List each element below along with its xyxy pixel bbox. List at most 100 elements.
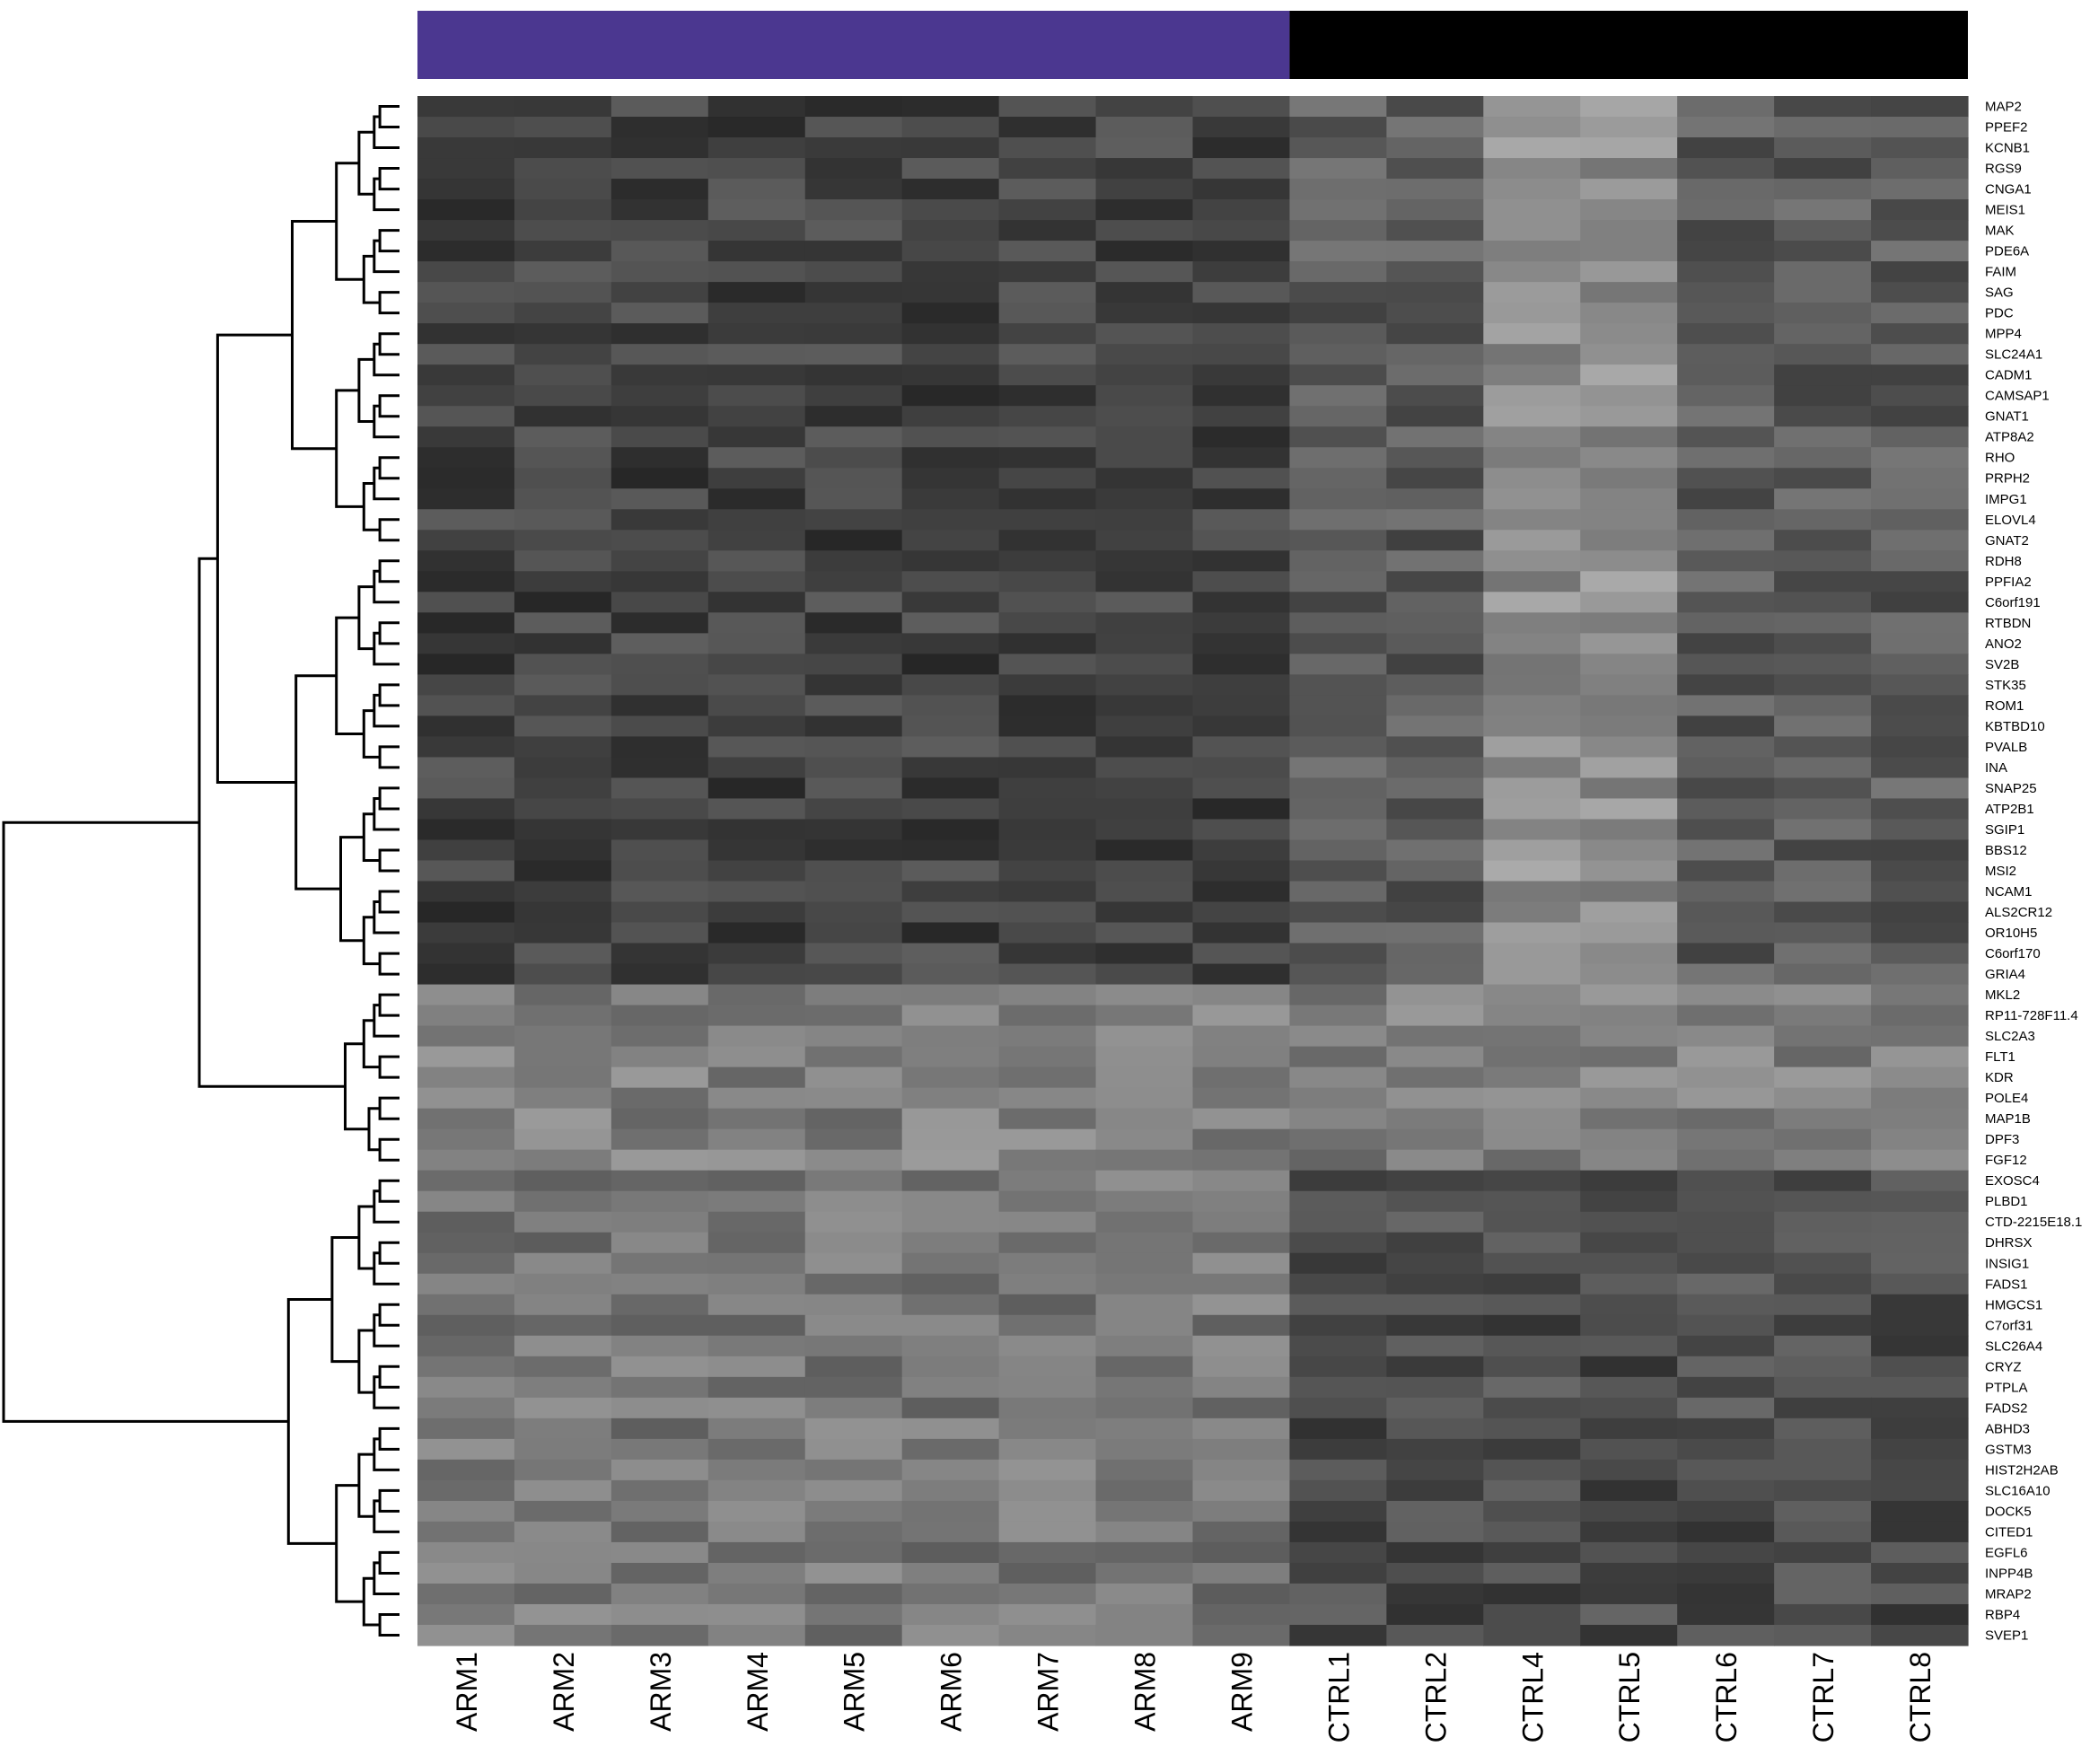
heatmap-cell: [1095, 1005, 1194, 1027]
heatmap-cell: [1580, 117, 1678, 138]
heatmap-cell: [707, 1438, 806, 1461]
heatmap-cell: [707, 137, 806, 159]
heatmap-cell: [804, 654, 903, 675]
dendrogram-branch: [362, 254, 381, 304]
heatmap-cell: [998, 344, 1097, 365]
heatmap-cell: [417, 1356, 515, 1378]
heatmap-cell: [1871, 1066, 1969, 1089]
heatmap-cell: [514, 922, 612, 944]
heatmap-cell: [1580, 1232, 1678, 1254]
heatmap-cell: [1289, 1624, 1387, 1646]
heatmap-cell: [1483, 1232, 1581, 1254]
heatmap-cell: [1386, 1603, 1484, 1626]
heatmap-cell: [1774, 1356, 1872, 1378]
heatmap-cell: [901, 364, 1000, 386]
heatmap-cell: [901, 426, 1000, 448]
heatmap-cell: [804, 509, 903, 531]
heatmap-cell: [1580, 1149, 1678, 1172]
heatmap-cell: [1192, 344, 1291, 365]
heatmap-cell: [804, 984, 903, 1006]
heatmap-cell: [1483, 777, 1581, 800]
heatmap-cell: [417, 757, 515, 779]
heatmap-cell: [610, 1562, 709, 1584]
heatmap-cell: [1483, 1459, 1581, 1481]
heatmap-cell: [901, 1046, 1000, 1068]
heatmap-cell: [1095, 1170, 1194, 1192]
heatmap-cell: [1871, 1232, 1969, 1254]
heatmap-cell: [610, 984, 709, 1006]
heatmap-cell: [1871, 303, 1969, 324]
heatmap-cell: [901, 1562, 1000, 1584]
heatmap-cell: [417, 530, 515, 551]
heatmap-cell: [417, 695, 515, 716]
heatmap-cell: [1289, 385, 1387, 407]
heatmap-cell: [514, 1335, 612, 1357]
heatmap-cell: [1095, 137, 1194, 159]
heatmap-cell: [1677, 468, 1775, 489]
row-label: FADS2: [1985, 1400, 2028, 1416]
heatmap-cell: [804, 1438, 903, 1461]
heatmap-cell: [1871, 158, 1969, 180]
dendrogram-branch: [286, 1298, 337, 1545]
heatmap-cell: [1774, 1273, 1872, 1295]
heatmap-cell: [1386, 1294, 1484, 1316]
heatmap-cell: [707, 592, 806, 613]
heatmap-cell: [1095, 1335, 1194, 1357]
heatmap-cell: [1386, 1562, 1484, 1584]
heatmap-cell: [610, 819, 709, 841]
heatmap-cell: [1095, 344, 1194, 365]
heatmap-cell: [1095, 1232, 1194, 1254]
dendrogram-branch: [373, 693, 400, 728]
heatmap-cell: [998, 633, 1097, 654]
heatmap-cell: [1483, 571, 1581, 592]
heatmap-cell: [901, 571, 1000, 592]
heatmap-cell: [1580, 633, 1678, 654]
heatmap-cell: [1580, 488, 1678, 510]
heatmap-cell: [804, 777, 903, 800]
heatmap-cell: [1774, 509, 1872, 531]
heatmap-cell: [1289, 179, 1387, 200]
heatmap-cell: [901, 1170, 1000, 1192]
heatmap-cell: [1095, 241, 1194, 262]
heatmap-cell: [514, 1417, 612, 1440]
heatmap-cell: [1386, 1438, 1484, 1461]
heatmap-cell: [1095, 963, 1194, 986]
heatmap-cell: [417, 1108, 515, 1130]
heatmap-cell: [1386, 220, 1484, 241]
heatmap-cell: [1386, 406, 1484, 427]
heatmap-cell: [707, 96, 806, 118]
heatmap-cell: [1774, 674, 1872, 696]
heatmap-cell: [1192, 1417, 1291, 1440]
heatmap-cell: [1871, 426, 1969, 448]
heatmap-cell: [804, 1417, 903, 1440]
heatmap-cell: [1871, 220, 1969, 241]
heatmap-cell: [417, 385, 515, 407]
heatmap-cell: [998, 199, 1097, 221]
heatmap-cell: [1677, 1149, 1775, 1172]
heatmap-cell: [1289, 158, 1387, 180]
heatmap-cell: [1580, 261, 1678, 283]
heatmap-cell: [1774, 199, 1872, 221]
heatmap-cell: [610, 1376, 709, 1399]
heatmap-cell: [1774, 117, 1872, 138]
heatmap-cell: [804, 943, 903, 965]
heatmap-cell: [1774, 241, 1872, 262]
heatmap-cell: [1871, 1603, 1969, 1626]
heatmap-cell: [1580, 447, 1678, 469]
row-label: ATP2B1: [1985, 802, 2034, 817]
heatmap-cell: [1677, 963, 1775, 986]
heatmap-cell: [1483, 1356, 1581, 1378]
heatmap-cell: [1095, 860, 1194, 882]
heatmap-cell: [1095, 426, 1194, 448]
heatmap-cell: [610, 530, 709, 551]
dendrogram-branch: [291, 220, 337, 451]
heatmap-cell: [1192, 1521, 1291, 1543]
heatmap-cell: [707, 1521, 806, 1543]
heatmap-cell: [901, 1314, 1000, 1337]
heatmap-cell: [804, 736, 903, 759]
heatmap-cell: [1580, 571, 1678, 592]
heatmap-cell: [804, 303, 903, 324]
heatmap-cell: [1386, 777, 1484, 800]
heatmap-cell: [610, 1438, 709, 1461]
heatmap-cell: [804, 1211, 903, 1233]
